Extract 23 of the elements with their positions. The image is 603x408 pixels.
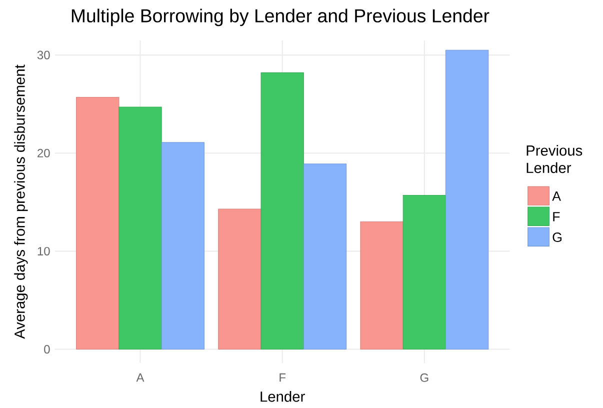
legend-label: F: [553, 212, 560, 222]
x-axis-title: Lender: [260, 391, 305, 402]
bar: [402, 195, 446, 350]
y-tick-label: 30: [37, 50, 50, 60]
legend-title: Previous Lender: [526, 144, 582, 174]
bar: [303, 164, 347, 350]
x-tick-label: A: [136, 373, 144, 382]
bar: [118, 106, 162, 350]
legend-label: G: [552, 232, 562, 242]
y-tick-label: 0: [44, 345, 50, 354]
y-axis-title: Average days from previous disbursement: [14, 64, 28, 339]
bar: [360, 222, 404, 350]
x-tick-label: G: [420, 373, 428, 382]
bar: [161, 142, 204, 350]
y-tick-label: 10: [38, 246, 50, 256]
bar: [260, 72, 304, 350]
bar: [76, 96, 120, 350]
y-tick-label: 20: [38, 148, 50, 158]
legend-label: A: [552, 192, 561, 201]
bar: [218, 208, 262, 350]
chart-title: Multiple Borrowing by Lender and Previous Lender: [72, 8, 490, 26]
bar: [445, 50, 489, 350]
x-tick-label: F: [280, 373, 286, 382]
